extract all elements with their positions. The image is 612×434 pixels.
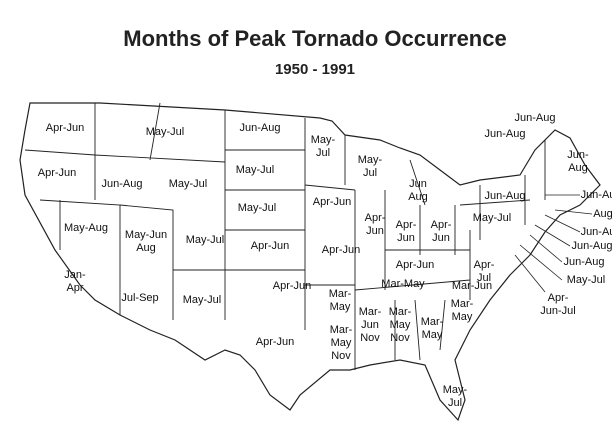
region-label: Nov [360,332,380,344]
region-label: May-Jul [183,294,222,306]
region-label: May-Jul [238,202,277,214]
region-label: Jul [477,272,491,284]
state-borders [24,102,546,370]
region-label: Jun-Aug [485,190,526,202]
region-label: Jun-Jul [540,305,575,317]
region-label: Jun [361,319,379,331]
region-label: Jun-Au [581,226,612,238]
region-label: May- [358,154,383,166]
region-label: Jul [316,147,330,159]
region-label: Apr- [365,212,386,224]
region-label: May [390,319,411,331]
region-label: Mar-Jun [452,280,492,292]
region-label: Apr-Jun [256,336,295,348]
region-label: May [331,337,352,349]
region-label: Mar- [329,288,352,300]
region-label: Apr- [474,259,495,271]
region-label: Jan- [64,269,86,281]
region-label: Apr-Jun [38,167,77,179]
region-label: Aug [408,191,428,203]
map-title: Months of Peak Tornado Occurrence [123,26,506,51]
region-labels: Apr-JunApr-JunJan-AprJun-AugMay-JulMay-J… [38,112,612,409]
region-label: May-Jun [125,229,167,241]
region-label: May-Jul [473,212,512,224]
region-label: Jun-Aug [564,256,605,268]
region-label: Mar-May [381,278,425,290]
region-label: Mar- [421,316,444,328]
region-label: May-Jul [236,164,275,176]
region-label: Jun [409,178,427,190]
region-label: Apr-Jun [46,122,85,134]
region-label: Jul [448,397,462,409]
region-label: Mar- [451,298,474,310]
region-label: Apr- [548,292,569,304]
region-label: Jun [366,225,384,237]
region-label: Jul [363,167,377,179]
region-label: May [422,329,443,341]
region-label: Jun-Aug [485,128,526,140]
region-label: Jun-Au [581,189,612,201]
region-label: May-Jul [169,178,208,190]
region-label: Mar- [389,306,412,318]
region-label: Jun-Aug [515,112,556,124]
region-label: Apr- [396,219,417,231]
region-label: May [330,301,351,313]
region-label: Apr-Jun [273,280,312,292]
region-label: Jun-Aug [240,122,281,134]
region-label: Apr-Jun [251,240,290,252]
region-label: May-Aug [64,222,108,234]
region-label: Apr- [431,219,452,231]
region-label: Jun [397,232,415,244]
region-label: May-Jul [567,274,606,286]
region-label: Jun [432,232,450,244]
region-label: Apr-Jun [322,244,361,256]
region-label: May- [311,134,336,146]
map-subtitle: 1950 - 1991 [275,61,355,78]
region-label: Apr [66,282,83,294]
region-label: Aug [568,162,588,174]
region-label: Aug [136,242,156,254]
region-label: Mar- [359,306,382,318]
region-label: Jul-Sep [121,292,158,304]
region-label: Nov [331,350,351,362]
region-label: May-Jul [146,126,185,138]
region-label: Nov [390,332,410,344]
region-label: May- [443,384,468,396]
region-label: May [452,311,473,323]
region-label: Aug [593,208,612,220]
us-outline [19,102,601,422]
region-label: Apr-Jun [396,259,435,271]
region-label: Jun-Aug [102,178,143,190]
region-label: Apr-Jun [313,196,352,208]
region-label: Jun-Aug [572,240,612,252]
leader-lines [514,194,593,293]
region-label: Jun- [567,149,589,161]
region-label: May-Jul [186,234,225,246]
region-label: Mar- [330,324,353,336]
